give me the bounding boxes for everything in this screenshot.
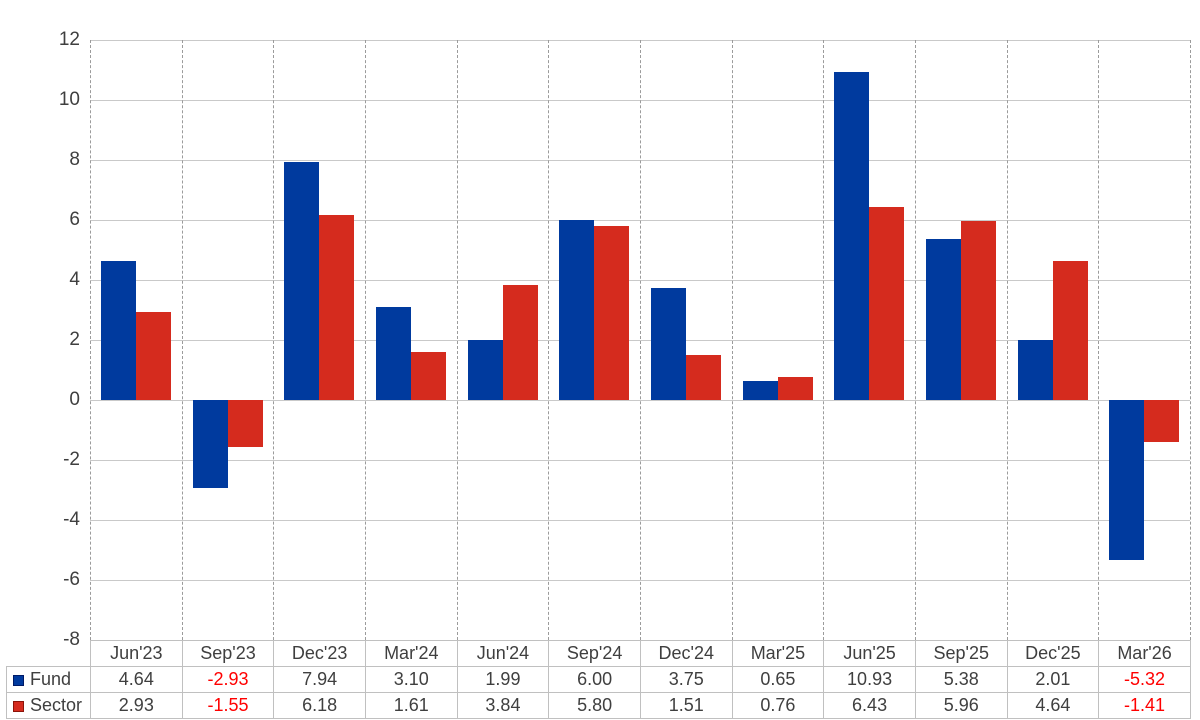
value-cell: 0.65 bbox=[731, 666, 825, 693]
value-cell: 6.43 bbox=[823, 692, 916, 719]
gridline-vertical-dashed bbox=[1006, 40, 1008, 640]
bar-sector-5 bbox=[594, 226, 630, 400]
series-name: Sector bbox=[30, 695, 83, 715]
gridline-vertical-dashed bbox=[181, 40, 183, 640]
value-cell: 1.99 bbox=[456, 666, 550, 693]
bar-fund-1 bbox=[192, 400, 228, 488]
value-cell: 1.51 bbox=[639, 692, 733, 719]
bar-sector-4 bbox=[502, 284, 538, 400]
y-axis-tick-label: 12 bbox=[58, 29, 80, 50]
category-header: Dec'23 bbox=[273, 640, 366, 667]
legend-cell-sector: Sector bbox=[6, 692, 91, 719]
bar-fund-7 bbox=[742, 380, 778, 400]
value-cell: 6.18 bbox=[273, 692, 366, 719]
gridline-vertical-dashed bbox=[731, 40, 733, 640]
gridline-vertical-dashed bbox=[1190, 40, 1191, 640]
value-cell: 4.64 bbox=[90, 666, 183, 693]
value-cell: 5.38 bbox=[914, 666, 1008, 693]
gridline-vertical-dashed bbox=[365, 40, 366, 640]
bar-sector-7 bbox=[777, 377, 813, 400]
category-header: Dec'25 bbox=[1006, 640, 1100, 667]
legend-swatch-sector bbox=[13, 701, 24, 712]
legend-cell-fund: Fund bbox=[6, 666, 91, 693]
category-header: Mar'26 bbox=[1098, 640, 1191, 667]
gridline-vertical-dashed bbox=[915, 40, 916, 640]
y-axis-tick-label: 0 bbox=[69, 389, 80, 410]
y-axis-tick-label: -8 bbox=[63, 629, 80, 650]
category-header: Jun'25 bbox=[823, 640, 916, 667]
bar-fund-2 bbox=[284, 161, 320, 400]
bar-sector-2 bbox=[319, 214, 355, 400]
bar-fund-5 bbox=[559, 220, 595, 400]
value-cell: 3.10 bbox=[364, 666, 458, 693]
table-row-fund: Fund 4.64 -2.93 7.94 3.10 1.99 6.00 3.75 0.65 10.… bbox=[6, 666, 1191, 693]
bar-sector-10 bbox=[1052, 260, 1088, 400]
y-axis-tick-label: -4 bbox=[63, 509, 80, 530]
value-cell: 2.93 bbox=[90, 692, 183, 719]
bar-fund-9 bbox=[925, 238, 961, 400]
bar-sector-3 bbox=[410, 351, 446, 400]
category-header: Sep'23 bbox=[181, 640, 275, 667]
bar-fund-11 bbox=[1109, 400, 1145, 560]
category-header: Jun'23 bbox=[90, 640, 183, 667]
table-row-sector: Sector 2.93 -1.55 6.18 1.61 3.84 5.80 1.51 0.76 6… bbox=[6, 692, 1191, 719]
value-cell: 5.80 bbox=[548, 692, 641, 719]
value-cell: -1.55 bbox=[181, 692, 275, 719]
value-cell: 6.00 bbox=[548, 666, 641, 693]
y-axis-tick-label: 8 bbox=[69, 149, 80, 170]
bar-fund-0 bbox=[100, 260, 136, 400]
table-header-row: Jun'23 Sep'23 Dec'23 Mar'24 Jun'24 Sep'24 Dec'… bbox=[7, 640, 1191, 667]
category-header: Sep'25 bbox=[914, 640, 1008, 667]
bar-sector-0 bbox=[135, 312, 171, 400]
value-cell: 0.76 bbox=[731, 692, 825, 719]
category-header: Dec'24 bbox=[639, 640, 733, 667]
bar-sector-6 bbox=[685, 354, 721, 400]
y-axis-tick-label: 4 bbox=[69, 269, 80, 290]
value-cell: 10.93 bbox=[823, 666, 916, 693]
y-axis-tick-label: -2 bbox=[63, 449, 80, 470]
bar-sector-9 bbox=[960, 221, 996, 400]
series-name: Fund bbox=[30, 669, 72, 689]
y-axis-tick-label: 2 bbox=[69, 329, 80, 350]
bar-fund-10 bbox=[1017, 339, 1053, 400]
bar-fund-8 bbox=[834, 72, 870, 400]
category-header: Mar'25 bbox=[731, 640, 825, 667]
gridline-vertical-dashed bbox=[456, 40, 458, 640]
y-axis-tick-label: 6 bbox=[69, 209, 80, 230]
gridline-vertical-dashed bbox=[1098, 40, 1100, 640]
bar-sector-8 bbox=[869, 207, 905, 400]
gridline-vertical-dashed bbox=[548, 40, 550, 640]
gridline-vertical-dashed bbox=[640, 40, 641, 640]
bar-fund-3 bbox=[375, 307, 411, 400]
value-cell: -1.41 bbox=[1098, 692, 1191, 719]
category-header: Sep'24 bbox=[548, 640, 641, 667]
table-corner-cell bbox=[7, 641, 91, 667]
y-axis-tick-label: -6 bbox=[63, 569, 80, 590]
value-cell: 7.94 bbox=[273, 666, 366, 693]
gridline-vertical-dashed bbox=[823, 40, 825, 640]
value-cell: 4.64 bbox=[1006, 692, 1100, 719]
y-axis-tick-label: 10 bbox=[58, 89, 80, 110]
legend-swatch-fund bbox=[13, 675, 24, 686]
gridline-vertical-dashed bbox=[90, 40, 91, 640]
bar-sector-11 bbox=[1144, 400, 1180, 443]
bar-fund-4 bbox=[467, 340, 503, 400]
value-cell: 3.84 bbox=[456, 692, 550, 719]
category-header: Jun'24 bbox=[456, 640, 550, 667]
category-header: Mar'24 bbox=[364, 640, 458, 667]
bar-fund-6 bbox=[650, 287, 686, 400]
bar-sector-1 bbox=[227, 400, 263, 447]
value-cell: 2.01 bbox=[1006, 666, 1100, 693]
data-table: Jun'23 Sep'23 Dec'23 Mar'24 Jun'24 Sep'24 Dec'… bbox=[6, 640, 1191, 719]
value-cell: 1.61 bbox=[364, 692, 458, 719]
value-cell: 3.75 bbox=[639, 666, 733, 693]
value-cell: -5.32 bbox=[1098, 666, 1191, 693]
gridline-vertical-dashed bbox=[273, 40, 275, 640]
value-cell: 5.96 bbox=[914, 692, 1008, 719]
value-cell: -2.93 bbox=[181, 666, 275, 693]
